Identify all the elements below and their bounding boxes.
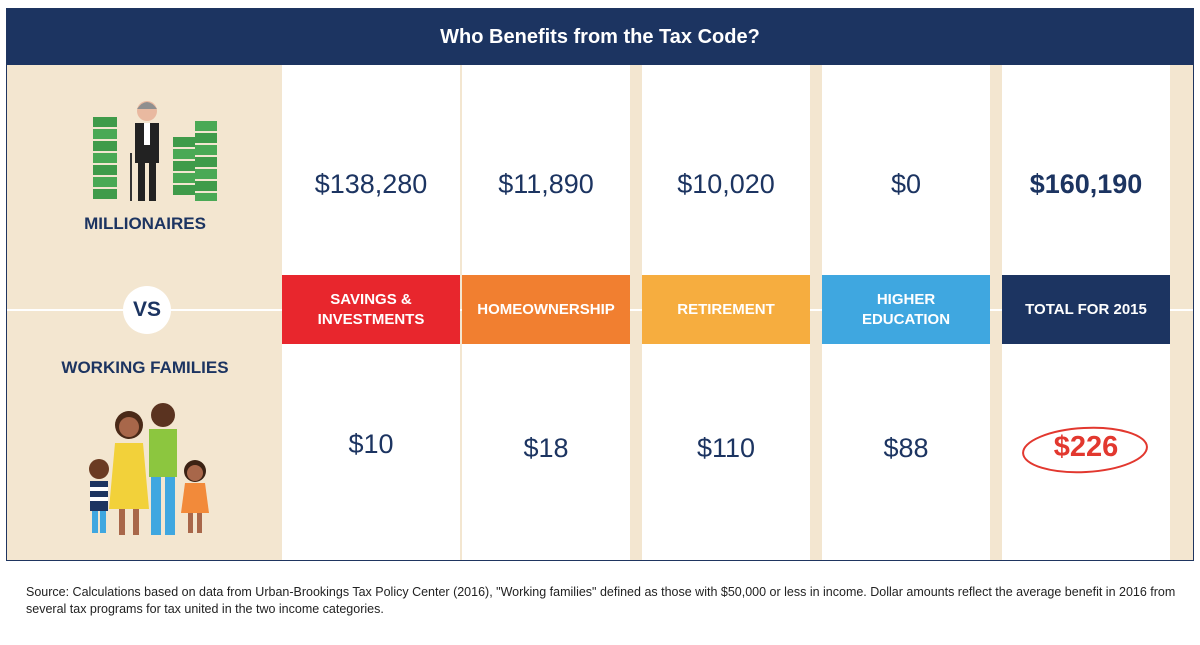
value-millionaires-savings: $138,280 bbox=[314, 169, 428, 199]
infographic-frame: Who Benefits from the Tax Code? bbox=[6, 8, 1194, 561]
value-millionaires-total: $160,190 bbox=[1029, 169, 1143, 199]
row-label-working-families: WORKING FAMILIES bbox=[61, 358, 229, 377]
money-stack-right bbox=[173, 121, 217, 201]
total-highlight-circle bbox=[1022, 426, 1148, 474]
chart-title: Who Benefits from the Tax Code? bbox=[7, 9, 1193, 65]
father bbox=[149, 403, 177, 535]
family-illustration bbox=[89, 403, 209, 535]
source-note: Source: Calculations based on data from … bbox=[26, 585, 1176, 616]
child-left bbox=[89, 459, 109, 533]
value-families-savings: $10 bbox=[348, 429, 394, 459]
value-families-higher-education: $88 bbox=[883, 433, 929, 463]
value-families-total: $226 bbox=[1053, 431, 1119, 463]
value-families-retirement: $110 bbox=[696, 433, 756, 463]
category-retirement: RETIREMENT bbox=[642, 275, 810, 344]
mother bbox=[109, 411, 149, 535]
money-stack-left bbox=[93, 117, 117, 199]
man-figure bbox=[130, 101, 159, 201]
millionaire-illustration bbox=[93, 101, 217, 201]
category-homeownership: HOMEOWNERSHIP bbox=[462, 275, 630, 344]
category-savings-investments: SAVINGS & INVESTMENTS bbox=[282, 275, 460, 344]
vs-badge: VS bbox=[123, 286, 171, 334]
row-label-millionaires: MILLIONAIRES bbox=[84, 214, 206, 233]
category-total-for-2015: TOTAL FOR 2015 bbox=[1002, 275, 1170, 344]
value-millionaires-higher-education: $0 bbox=[890, 169, 922, 199]
value-millionaires-retirement: $10,020 bbox=[677, 169, 775, 199]
value-families-homeownership: $18 bbox=[523, 433, 569, 463]
category-higher-education: HIGHER EDUCATION bbox=[822, 275, 990, 344]
value-millionaires-homeownership: $11,890 bbox=[498, 169, 594, 199]
child-right bbox=[181, 460, 209, 533]
